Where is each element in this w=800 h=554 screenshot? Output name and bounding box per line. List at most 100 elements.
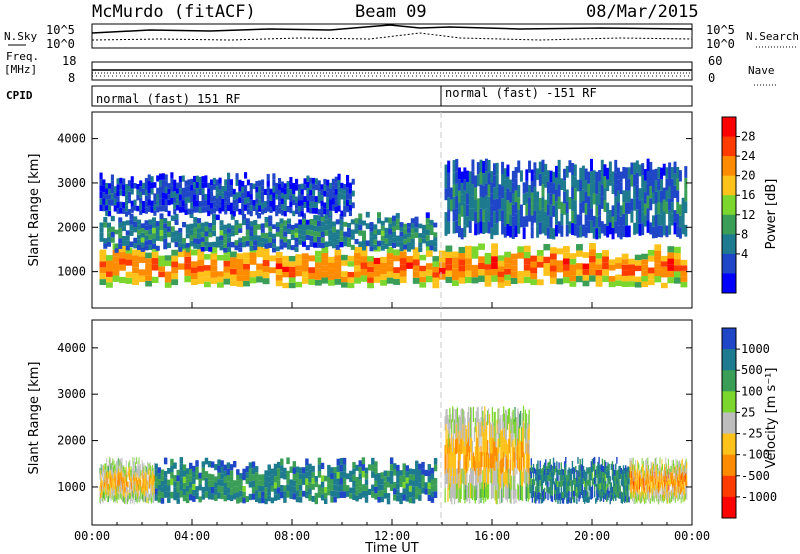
velocity-cell — [393, 469, 397, 476]
power-cell — [148, 229, 153, 235]
velocity-cell — [578, 489, 580, 496]
velocity-cell — [665, 494, 667, 501]
velocity-cell — [515, 431, 517, 446]
velocity-cell — [497, 453, 499, 469]
power-cell — [119, 264, 126, 271]
power-cell — [302, 213, 307, 219]
power-cell — [362, 220, 367, 226]
velocity-cell — [114, 485, 116, 492]
velocity-cell — [681, 473, 683, 480]
power-cell — [193, 222, 198, 228]
power-cell — [110, 226, 115, 233]
power-cell — [198, 182, 202, 189]
power-cell — [139, 197, 143, 204]
power-cell — [138, 275, 146, 283]
power-cell — [557, 159, 561, 173]
velocity-cell — [577, 490, 579, 498]
velocity-cell — [552, 464, 555, 472]
power-cell — [619, 182, 623, 195]
power-cell — [279, 233, 284, 240]
power-cell — [541, 172, 545, 185]
velocity-cell — [677, 482, 679, 489]
velocity-cell — [480, 445, 482, 461]
power-cell — [326, 179, 330, 186]
velocity-cell — [120, 459, 122, 466]
power-cell — [503, 226, 507, 238]
power-cell — [641, 163, 645, 176]
power-cell — [295, 270, 303, 277]
power-cell — [137, 239, 142, 245]
power-cell — [668, 198, 672, 211]
power-cell — [287, 244, 292, 250]
power-cell — [471, 196, 475, 209]
power-cell — [243, 252, 250, 259]
velocity-cell — [464, 489, 466, 504]
velocity-cell — [558, 487, 560, 494]
velocity-cell — [258, 485, 262, 492]
velocity-cell — [603, 473, 606, 480]
velocity-cell — [524, 484, 527, 500]
velocity-cell — [635, 477, 637, 484]
velocity-cell — [530, 478, 533, 485]
velocity-cell — [639, 481, 641, 487]
power-cell — [668, 162, 672, 175]
power-cell — [678, 170, 682, 182]
velocity-cell — [276, 487, 281, 494]
power-colorbar-swatch — [722, 156, 736, 177]
power-cell — [223, 224, 228, 230]
velocity-cell — [229, 488, 234, 495]
velocity-cell — [566, 492, 568, 498]
power-cell — [288, 266, 296, 273]
velocity-cell — [116, 497, 118, 504]
velocity-cell — [679, 469, 681, 476]
power-cell — [482, 209, 486, 222]
power-cell — [261, 202, 265, 209]
power-cell — [530, 180, 534, 193]
power-cell — [449, 199, 453, 212]
velocity-cell — [273, 488, 278, 495]
power-cell — [193, 232, 198, 239]
velocity-cell — [637, 462, 639, 469]
velocity-cell — [521, 426, 523, 442]
velocity-cell — [661, 478, 663, 486]
velocity-cell — [480, 474, 482, 489]
velocity-cell — [220, 460, 224, 467]
velocity-cell — [644, 498, 646, 505]
power-cell — [320, 184, 324, 190]
power-cell — [673, 271, 681, 278]
velocity-colorbar-swatch — [722, 475, 736, 498]
power-cell — [201, 206, 205, 213]
power-cell — [244, 204, 248, 211]
velocity-cell — [669, 497, 671, 504]
velocity-cell — [470, 408, 473, 424]
velocity-cell — [114, 468, 116, 475]
velocity-cell — [460, 409, 462, 425]
power-cell — [590, 171, 593, 184]
velocity-cell — [103, 491, 105, 499]
velocity-cell — [131, 488, 133, 495]
velocity-cell — [634, 470, 636, 476]
velocity-cell — [642, 493, 644, 500]
velocity-cell — [512, 469, 514, 485]
velocity-cell — [639, 471, 641, 478]
velocity-cell — [599, 483, 601, 490]
velocity-cell — [352, 474, 356, 481]
velocity-cell — [114, 495, 116, 502]
velocity-cell — [495, 475, 497, 490]
velocity-cell — [520, 485, 522, 500]
power-cell — [406, 255, 414, 263]
power-cell — [621, 264, 629, 271]
velocity-cell — [602, 478, 605, 485]
power-cell — [119, 258, 126, 265]
power-cell — [386, 259, 394, 266]
velocity-cell — [110, 463, 112, 470]
velocity-cell — [450, 472, 452, 488]
velocity-cell — [317, 457, 322, 465]
velocity-cell — [107, 483, 109, 490]
power-cell — [554, 177, 558, 190]
power-colorbar-swatch — [722, 253, 736, 274]
power-cell — [468, 208, 472, 221]
power-cell — [249, 226, 254, 232]
velocity-cell — [525, 457, 527, 472]
velocity-cell — [478, 475, 480, 490]
